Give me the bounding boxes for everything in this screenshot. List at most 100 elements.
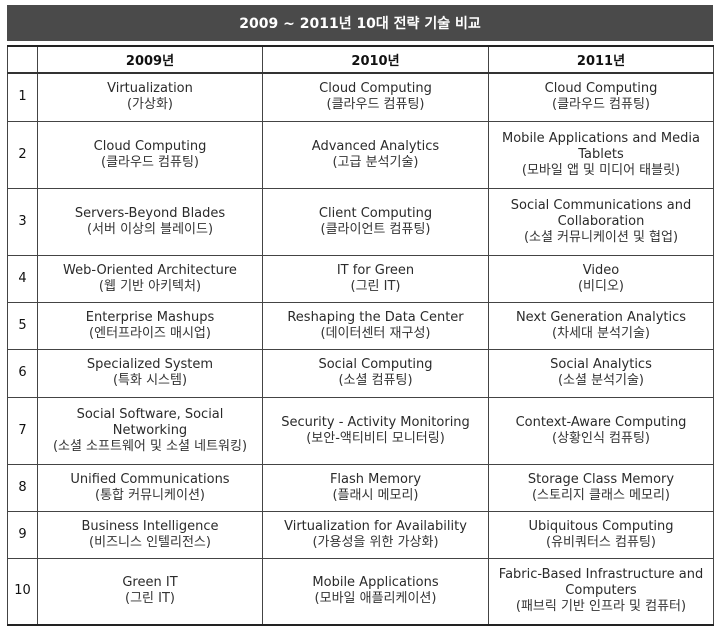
tech-name-ko: (유비쿼터스 컴퓨팅) (546, 534, 656, 550)
tech-cell-2010: Reshaping the Data Center (데이터센터 재구성) (262, 301, 489, 350)
tech-name-ko: (고급 분석기술) (332, 154, 419, 170)
tech-cell-2011: Cloud Computing (클라우드 컴퓨팅) (488, 72, 714, 122)
tech-name-en: Fabric-Based Infrastructure and Computer… (498, 567, 704, 599)
rank-number: 9 (7, 510, 38, 559)
tech-cell-2009: Enterprise Mashups (엔터프라이즈 매시업) (37, 301, 263, 350)
tech-name-ko: (웹 기반 아키텍처) (98, 278, 202, 294)
tech-name-ko: (엔터프라이즈 매시업) (89, 325, 211, 341)
tech-name-en: Flash Memory (329, 471, 422, 487)
header-2009: 2009년 (37, 45, 263, 74)
tech-name-ko: (소셜 컴퓨팅) (338, 373, 413, 388)
tech-name-ko: (보안-액티비티 모니터링) (306, 430, 445, 446)
table-row: 4 Web-Oriented Architecture (웹 기반 아키텍처) IT … (7, 254, 714, 303)
rank-number: 2 (7, 120, 38, 189)
tech-cell-2011: Mobile Applications and Media Tablets (모바… (488, 120, 714, 189)
tech-name-en: Social Communications and Collaboration (510, 197, 692, 229)
document-figure: 2009 ~ 2011년 10대 전략 기술 비교 2009년 2010년 20… (7, 5, 714, 626)
tech-name-en: Next Generation Analytics (515, 309, 687, 325)
strategy-tech-table: 2009년 2010년 2011년 1 Virtualization (가상화) Cl… (7, 45, 714, 626)
tech-cell-2009: Virtualization (가상화) (37, 72, 263, 122)
tech-name-ko: (소셜 분석기술) (557, 373, 645, 388)
tech-name-en: Social Computing (318, 357, 433, 372)
tech-name-ko: (클라우드 컴퓨팅) (552, 97, 650, 113)
tech-name-en: Green IT (122, 575, 178, 591)
tech-cell-2011: Ubiquitous Computing (유비쿼터스 컴퓨팅) (488, 510, 714, 559)
tech-name-ko: (통합 커뮤니케이션) (95, 487, 205, 503)
tech-name-en: Web-Oriented Architecture (63, 262, 237, 278)
tech-cell-2011: Storage Class Memory (스토리지 클래스 메모리) (488, 463, 714, 512)
tech-name-en: Mobile Applications (312, 575, 439, 591)
tech-name-en: Mobile Applications and Media Tablets (502, 130, 700, 162)
table-row: 9 Business Intelligence (비즈니스 인텔리전스) Virtua… (7, 510, 714, 559)
tech-name-ko: (모바일 앱 및 미디어 태블릿) (521, 162, 681, 178)
tech-cell-2009: Business Intelligence (비즈니스 인텔리전스) (37, 510, 263, 559)
table-row: 3 Servers-Beyond Blades (서버 이상의 블레이드) Clien… (7, 187, 714, 256)
rank-number: 3 (7, 187, 38, 256)
table-title: 2009 ~ 2011년 10대 전략 기술 비교 (7, 5, 713, 41)
tech-name-en: Cloud Computing (93, 138, 207, 154)
tech-name-en: Servers-Beyond Blades (74, 205, 226, 221)
tech-name-ko: (소셜 커뮤니케이션 및 협업) (523, 229, 679, 245)
table-row: 7 Social Software, Social Networking (소셜 소… (7, 396, 714, 465)
tech-name-ko: (차세대 분석기술) (552, 325, 650, 341)
tech-cell-2011: Next Generation Analytics (차세대 분석기술) (488, 301, 714, 350)
tech-name-ko: (가상화) (126, 97, 174, 113)
tech-name-en: Enterprise Mashups (85, 309, 215, 325)
tech-name-ko: (클라우드 컴퓨팅) (326, 97, 425, 113)
table-row: 1 Virtualization (가상화) Cloud Computing (클라우드… (7, 72, 714, 122)
tech-cell-2011: Context-Aware Computing (상황인식 컴퓨팅) (488, 396, 714, 465)
tech-name-en: Social Analytics (550, 357, 652, 372)
tech-name-ko: (클라이언트 컴퓨팅) (320, 221, 431, 237)
table-row: 10 Green IT (그린 IT) Mobile Applications (모바일… (7, 557, 714, 626)
tech-name-ko: (그린 IT) (125, 591, 175, 607)
rank-number: 6 (7, 348, 38, 398)
tech-cell-2010: IT for Green (그린 IT) (262, 254, 489, 303)
tech-cell-2009: Green IT (그린 IT) (37, 557, 263, 626)
header-2011: 2011년 (488, 45, 714, 74)
tech-cell-2009: Social Software, Social Networking (소셜 소프… (37, 396, 263, 465)
tech-name-en: Cloud Computing (319, 81, 432, 97)
tech-name-ko: (스토리지 클래스 메모리) (531, 487, 670, 503)
tech-name-ko: (비디오) (577, 278, 625, 294)
tech-name-en: Virtualization for Availability (284, 518, 467, 534)
tech-cell-2011: Social Communications and Collaboration(… (488, 187, 714, 256)
tech-name-ko: (서버 이상의 블레이드) (86, 221, 214, 237)
tech-name-en: IT for Green (336, 262, 415, 278)
tech-name-en: Unified Communications (70, 471, 230, 487)
tech-name-en: Client Computing (318, 205, 433, 221)
tech-name-en: Advanced Analytics (311, 138, 440, 154)
rank-number: 8 (7, 463, 38, 512)
tech-name-en: Video (582, 262, 620, 278)
tech-cell-2011: Fabric-Based Infrastructure and Computer… (488, 557, 714, 626)
tech-name-en: Storage Class Memory (527, 471, 675, 487)
tech-cell-2009: Servers-Beyond Blades (서버 이상의 블레이드) (37, 187, 263, 256)
tech-name-en: Specialized System (86, 357, 214, 372)
tech-cell-2010: Flash Memory (플래시 메모리) (262, 463, 489, 512)
tech-cell-2009: Cloud Computing (클라우드 컴퓨팅) (37, 120, 263, 189)
tech-cell-2009: Unified Communications (통합 커뮤니케이션) (37, 463, 263, 512)
tech-name-ko: (상황인식 컴퓨팅) (552, 430, 650, 446)
tech-name-ko: (데이터센터 재구성) (320, 325, 431, 341)
table-row: 8 Unified Communications (통합 커뮤니케이션) Flash … (7, 463, 714, 512)
rank-number: 1 (7, 72, 38, 122)
tech-cell-2011: Video (비디오) (488, 254, 714, 303)
tech-name-ko: (가용성을 위한 가상화) (312, 534, 439, 550)
header-row: 2009년 2010년 2011년 (7, 45, 714, 74)
table-row: 5 Enterprise Mashups (엔터프라이즈 매시업) Reshaping… (7, 301, 714, 350)
tech-name-ko: (그린 IT) (350, 278, 401, 294)
tech-name-en: Social Software, Social Networking (76, 406, 224, 438)
tech-cell-2010: Advanced Analytics (고급 분석기술) (262, 120, 489, 189)
tech-cell-2011: Social Analytics (소셜 분석기술) (488, 348, 714, 398)
tech-cell-2010: Mobile Applications (모바일 애플리케이션) (262, 557, 489, 626)
tech-cell-2010: Social Computing (소셜 컴퓨팅) (262, 348, 489, 398)
tech-name-en: Security - Activity Monitoring (281, 414, 470, 430)
tech-name-ko: (특화 시스템) (112, 373, 188, 388)
tech-cell-2010: Client Computing (클라이언트 컴퓨팅) (262, 187, 489, 256)
table-row: 2 Cloud Computing (클라우드 컴퓨팅) Advanced Analy… (7, 120, 714, 189)
rank-number: 4 (7, 254, 38, 303)
tech-name-en: Business Intelligence (81, 518, 219, 534)
rank-number: 5 (7, 301, 38, 350)
tech-cell-2009: Specialized System (특화 시스템) (37, 348, 263, 398)
tech-name-ko: (클라우드 컴퓨팅) (101, 154, 199, 170)
tech-cell-2010: Virtualization for Availability (가용성을 위한 … (262, 510, 489, 559)
